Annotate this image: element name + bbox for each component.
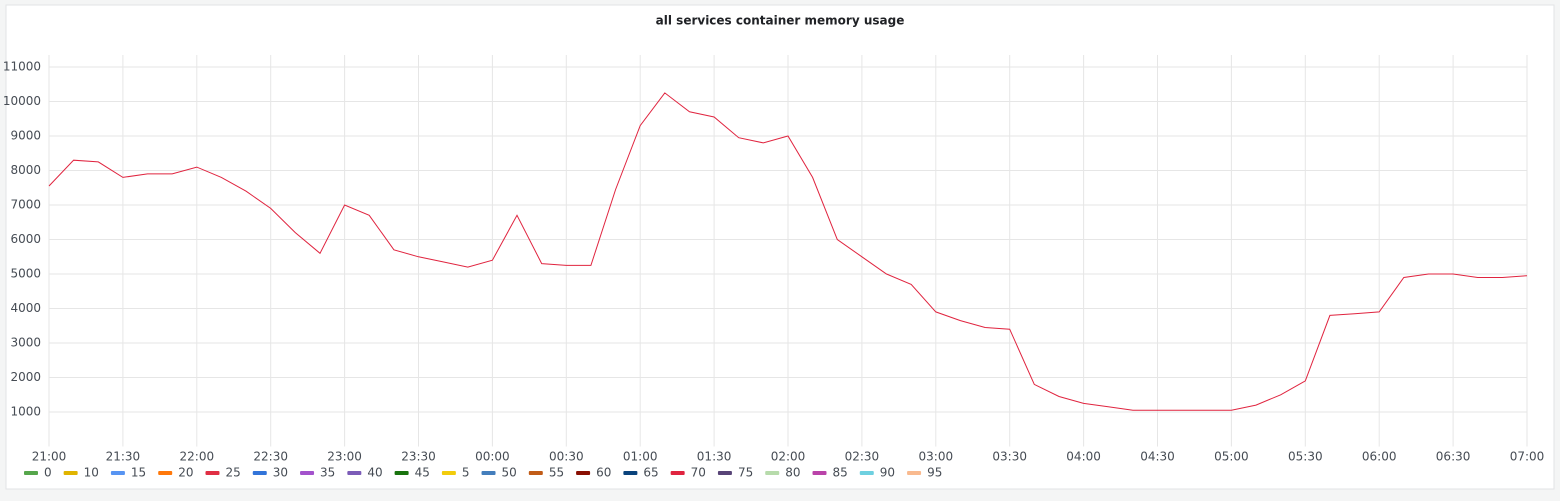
legend-label[interactable]: 25: [225, 466, 240, 480]
legend-swatch: [158, 471, 173, 475]
x-tick-label: 00:00: [475, 450, 510, 464]
legend-swatch: [205, 471, 220, 475]
legend-label[interactable]: 50: [502, 466, 517, 480]
legend-swatch: [481, 471, 496, 475]
x-tick-label: 02:00: [771, 450, 806, 464]
series-line: [48, 92, 1528, 411]
legend-swatch: [859, 471, 874, 475]
legend-swatch: [765, 471, 780, 475]
y-tick-label: 2000: [10, 370, 41, 384]
legend-swatch: [24, 471, 38, 475]
legend-label[interactable]: 90: [880, 466, 895, 480]
x-tick-label: 04:30: [1140, 450, 1175, 464]
y-tick-label: 7000: [10, 198, 41, 212]
x-tick-label: 22:00: [180, 450, 215, 464]
x-tick-label: 22:30: [253, 450, 288, 464]
legend-label[interactable]: 60: [596, 466, 611, 480]
x-tick-label: 23:00: [327, 450, 362, 464]
legend-swatch: [300, 471, 315, 475]
y-tick-label: 6000: [10, 232, 41, 246]
legend-label[interactable]: 75: [738, 466, 753, 480]
y-tick-label: 11000: [3, 60, 41, 74]
x-tick-label: 04:00: [1066, 450, 1101, 464]
x-tick-label: 06:00: [1362, 450, 1397, 464]
x-tick-label: 06:30: [1436, 450, 1471, 464]
legend-label[interactable]: 15: [131, 466, 146, 480]
x-tick-label: 01:00: [623, 450, 658, 464]
x-tick-label: 03:00: [919, 450, 954, 464]
y-tick-label: 9000: [10, 129, 41, 143]
legend-swatch: [347, 471, 362, 475]
x-tick-label: 23:30: [401, 450, 436, 464]
y-tick-label: 5000: [10, 267, 41, 281]
legend-swatch: [907, 471, 922, 475]
legend-label[interactable]: 45: [415, 466, 430, 480]
panel: [5, 4, 1555, 490]
x-tick-label: 05:30: [1288, 450, 1323, 464]
x-tick-label: 21:30: [106, 450, 141, 464]
x-tick-label: 00:30: [549, 450, 584, 464]
legend-label[interactable]: 5: [462, 466, 470, 480]
x-tick-label: 02:30: [845, 450, 880, 464]
legend-label[interactable]: 20: [178, 466, 193, 480]
legend-label[interactable]: 80: [785, 466, 800, 480]
legend-swatch: [670, 471, 685, 475]
legend-label[interactable]: 55: [549, 466, 564, 480]
y-tick-label: 3000: [10, 336, 41, 350]
legend-swatch: [812, 471, 827, 475]
x-tick-label: 03:30: [992, 450, 1027, 464]
legend-swatch: [110, 471, 125, 475]
y-tick-label: 10000: [3, 94, 41, 108]
y-tick-label: 8000: [10, 163, 41, 177]
legend-swatch: [528, 471, 543, 475]
legend-swatch: [623, 471, 638, 475]
y-tick-label: 4000: [10, 301, 41, 315]
legend-swatch: [394, 471, 409, 475]
legend-label[interactable]: 35: [320, 466, 335, 480]
legend-swatch: [63, 471, 78, 475]
legend-swatch: [576, 471, 591, 475]
y-tick-label: 1000: [10, 405, 41, 419]
legend-label[interactable]: 30: [273, 466, 288, 480]
legend-swatch: [717, 471, 732, 475]
legend-label[interactable]: 85: [833, 466, 848, 480]
x-tick-label: 01:30: [697, 450, 732, 464]
legend-swatch: [441, 471, 456, 475]
legend-label[interactable]: 0: [44, 466, 52, 480]
legend-label[interactable]: 65: [643, 466, 658, 480]
x-tick-label: 21:00: [32, 450, 67, 464]
legend-label[interactable]: 10: [84, 466, 99, 480]
x-tick-label: 07:00: [1510, 450, 1545, 464]
legend-label[interactable]: 95: [927, 466, 942, 480]
chart-title: all services container memory usage: [656, 14, 905, 28]
x-tick-label: 05:00: [1214, 450, 1249, 464]
legend-swatch: [252, 471, 267, 475]
legend-label[interactable]: 70: [691, 466, 706, 480]
legend-label[interactable]: 40: [367, 466, 382, 480]
